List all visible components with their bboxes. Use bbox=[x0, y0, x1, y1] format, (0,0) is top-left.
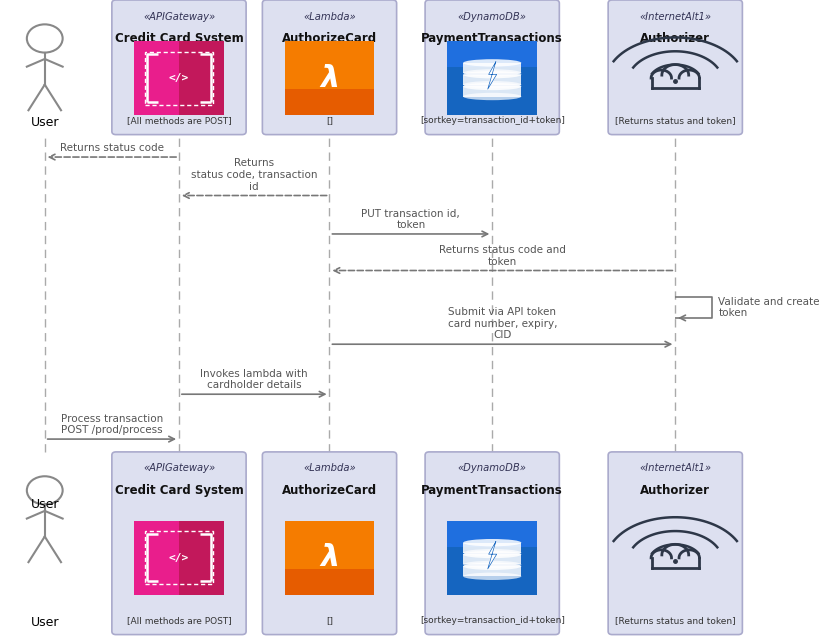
FancyBboxPatch shape bbox=[112, 0, 246, 135]
FancyBboxPatch shape bbox=[447, 521, 537, 547]
Text: Invokes lambda with
cardholder details: Invokes lambda with cardholder details bbox=[201, 369, 308, 390]
FancyBboxPatch shape bbox=[284, 41, 374, 115]
Ellipse shape bbox=[463, 71, 521, 78]
Text: Process transaction
POST /prod/process: Process transaction POST /prod/process bbox=[60, 413, 163, 435]
Text: User: User bbox=[30, 617, 59, 629]
Text: Validate and create
token: Validate and create token bbox=[718, 297, 820, 319]
FancyBboxPatch shape bbox=[112, 452, 246, 635]
Text: «InternetAlt1»: «InternetAlt1» bbox=[639, 12, 711, 22]
FancyBboxPatch shape bbox=[447, 521, 537, 595]
Ellipse shape bbox=[463, 551, 521, 558]
Ellipse shape bbox=[649, 72, 702, 91]
Text: «APIGateway»: «APIGateway» bbox=[143, 12, 215, 22]
Text: [Returns status and token]: [Returns status and token] bbox=[615, 116, 736, 125]
FancyBboxPatch shape bbox=[284, 569, 374, 595]
Text: PaymentTransactions: PaymentTransactions bbox=[421, 32, 563, 45]
Text: [All methods are POST]: [All methods are POST] bbox=[127, 616, 232, 625]
Ellipse shape bbox=[463, 69, 521, 77]
Ellipse shape bbox=[463, 83, 521, 90]
FancyBboxPatch shape bbox=[447, 41, 537, 67]
Text: [All methods are POST]: [All methods are POST] bbox=[127, 116, 232, 125]
Text: Returns
status code, transaction
id: Returns status code, transaction id bbox=[191, 158, 317, 192]
FancyBboxPatch shape bbox=[463, 566, 521, 576]
Text: AuthorizeCard: AuthorizeCard bbox=[282, 484, 377, 497]
FancyBboxPatch shape bbox=[284, 521, 374, 595]
Text: [Returns status and token]: [Returns status and token] bbox=[615, 616, 736, 625]
FancyBboxPatch shape bbox=[284, 89, 374, 115]
Text: «DynamoDB»: «DynamoDB» bbox=[458, 463, 527, 474]
Polygon shape bbox=[487, 542, 497, 569]
Text: PaymentTransactions: PaymentTransactions bbox=[421, 484, 563, 497]
Ellipse shape bbox=[463, 93, 521, 100]
FancyBboxPatch shape bbox=[608, 0, 743, 135]
FancyBboxPatch shape bbox=[134, 41, 224, 115]
Text: </>: </> bbox=[169, 553, 189, 563]
Text: «Lambda»: «Lambda» bbox=[303, 463, 356, 474]
FancyBboxPatch shape bbox=[463, 554, 521, 565]
Text: Returns status code: Returns status code bbox=[60, 143, 164, 153]
FancyBboxPatch shape bbox=[425, 0, 560, 135]
Text: Submit via API token
card number, expiry,
CID: Submit via API token card number, expiry… bbox=[448, 307, 557, 340]
Text: User: User bbox=[30, 117, 59, 129]
Text: User: User bbox=[30, 497, 59, 511]
Text: []: [] bbox=[326, 116, 333, 125]
Ellipse shape bbox=[649, 552, 702, 571]
Text: []: [] bbox=[326, 616, 333, 625]
FancyBboxPatch shape bbox=[463, 63, 521, 73]
Text: Credit Card System: Credit Card System bbox=[115, 484, 243, 497]
Polygon shape bbox=[487, 62, 497, 89]
FancyBboxPatch shape bbox=[263, 452, 397, 635]
FancyBboxPatch shape bbox=[179, 41, 224, 115]
Text: PUT transaction id,
token: PUT transaction id, token bbox=[362, 208, 461, 230]
Text: AuthorizeCard: AuthorizeCard bbox=[282, 32, 377, 45]
FancyBboxPatch shape bbox=[463, 87, 521, 97]
FancyBboxPatch shape bbox=[608, 452, 743, 635]
FancyBboxPatch shape bbox=[463, 543, 521, 553]
Ellipse shape bbox=[463, 549, 521, 556]
FancyBboxPatch shape bbox=[179, 521, 224, 595]
Text: «InternetAlt1»: «InternetAlt1» bbox=[639, 463, 711, 474]
Ellipse shape bbox=[463, 572, 521, 580]
Text: [sortkey=transaction_id+token]: [sortkey=transaction_id+token] bbox=[420, 116, 565, 125]
Text: λ: λ bbox=[320, 63, 339, 92]
Text: Authorizer: Authorizer bbox=[640, 484, 711, 497]
FancyBboxPatch shape bbox=[463, 75, 521, 85]
FancyBboxPatch shape bbox=[425, 452, 560, 635]
Text: [sortkey=transaction_id+token]: [sortkey=transaction_id+token] bbox=[420, 616, 565, 625]
FancyBboxPatch shape bbox=[134, 521, 224, 595]
Text: Returns status code and
token: Returns status code and token bbox=[439, 245, 565, 267]
FancyBboxPatch shape bbox=[263, 0, 397, 135]
Text: «Lambda»: «Lambda» bbox=[303, 12, 356, 22]
Text: Credit Card System: Credit Card System bbox=[115, 32, 243, 45]
Ellipse shape bbox=[463, 81, 521, 88]
Ellipse shape bbox=[463, 539, 521, 546]
Text: </>: </> bbox=[169, 73, 189, 83]
Text: λ: λ bbox=[320, 544, 339, 572]
Ellipse shape bbox=[463, 563, 521, 570]
FancyBboxPatch shape bbox=[447, 41, 537, 115]
Ellipse shape bbox=[463, 561, 521, 568]
Text: Authorizer: Authorizer bbox=[640, 32, 711, 45]
Ellipse shape bbox=[463, 59, 521, 67]
Text: «DynamoDB»: «DynamoDB» bbox=[458, 12, 527, 22]
Text: «APIGateway»: «APIGateway» bbox=[143, 463, 215, 474]
